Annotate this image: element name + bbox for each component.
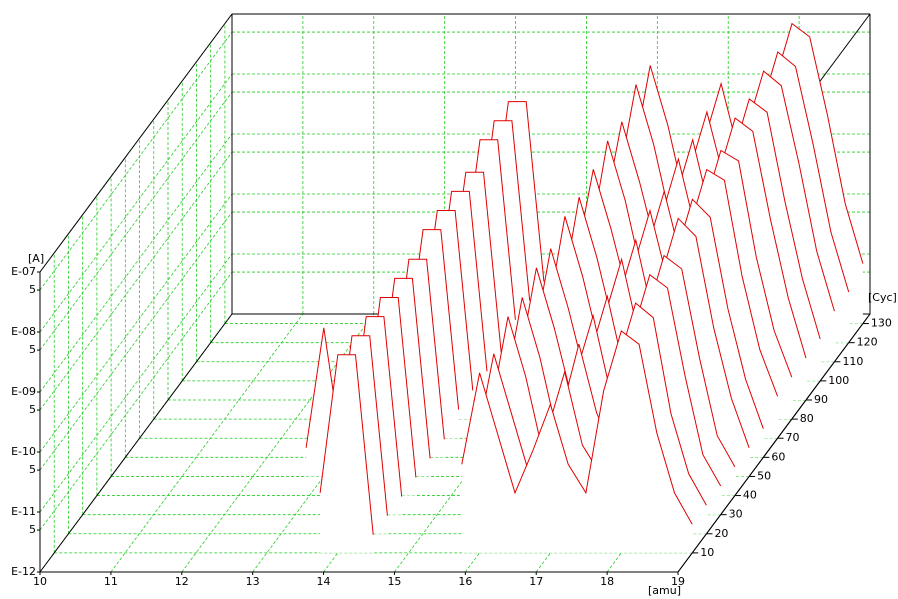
- left-grid-line: [39, 253, 233, 513]
- z-tick-label: 130: [871, 317, 892, 330]
- z-tick-label: 80: [800, 412, 814, 425]
- z-tick-label: 110: [842, 355, 863, 368]
- left-grid-line: [39, 193, 233, 453]
- y-tick-label: 5: [29, 403, 36, 416]
- z-tick-label: 60: [771, 450, 785, 463]
- x-tick-label: 12: [175, 575, 189, 588]
- floor-grid-line: [110, 313, 304, 573]
- x-tick-label: 19: [671, 575, 685, 588]
- z-tick-label: 70: [786, 431, 800, 444]
- left-grid-line: [39, 211, 233, 471]
- box-edge: [39, 313, 233, 573]
- y-tick-label: 5: [29, 343, 36, 356]
- x-tick-label: 11: [104, 575, 118, 588]
- floor-grid-line: [181, 313, 375, 573]
- z-tick-label: 50: [757, 469, 771, 482]
- y-axis-label: [A]: [28, 252, 44, 265]
- trace-fill: [461, 331, 693, 553]
- y-tick-label: E-08: [11, 325, 36, 338]
- spectrum-trace: [319, 330, 693, 535]
- z-tick-label: 40: [743, 489, 757, 502]
- left-grid-line: [39, 133, 233, 393]
- x-axis-label: [amu]: [648, 584, 681, 597]
- left-grid-line: [39, 271, 233, 531]
- x-tick-label: 15: [387, 575, 401, 588]
- y-tick-label: E-09: [11, 385, 36, 398]
- left-grid-line: [39, 73, 233, 333]
- z-tick-label: 90: [814, 393, 828, 406]
- box-edge: [39, 13, 233, 273]
- z-tick-label: 10: [700, 546, 714, 559]
- z-tick-label: 100: [828, 374, 849, 387]
- y-tick-label: 5: [29, 463, 36, 476]
- y-tick-label: 5: [29, 283, 36, 296]
- y-tick-label: E-10: [11, 445, 36, 458]
- z-tick-label: 20: [714, 527, 728, 540]
- left-grid-line: [39, 91, 233, 351]
- x-tick-label: 17: [529, 575, 543, 588]
- box-edge: [677, 313, 871, 573]
- y-tick-label: E-12: [11, 565, 36, 578]
- x-tick-label: 18: [600, 575, 614, 588]
- x-tick-label: 10: [33, 575, 47, 588]
- left-grid-line: [39, 151, 233, 411]
- y-tick-label: E-11: [11, 505, 36, 518]
- z-tick-label: 120: [857, 336, 878, 349]
- y-tick-label: 5: [29, 523, 36, 536]
- z-tick-label: 30: [729, 508, 743, 521]
- x-tick-label: 13: [246, 575, 260, 588]
- z-axis-label: [Cyc]: [868, 291, 897, 304]
- left-grid-line: [39, 31, 233, 291]
- x-tick-label: 16: [458, 575, 472, 588]
- x-tick-label: 14: [317, 575, 331, 588]
- y-tick-label: E-07: [11, 265, 36, 278]
